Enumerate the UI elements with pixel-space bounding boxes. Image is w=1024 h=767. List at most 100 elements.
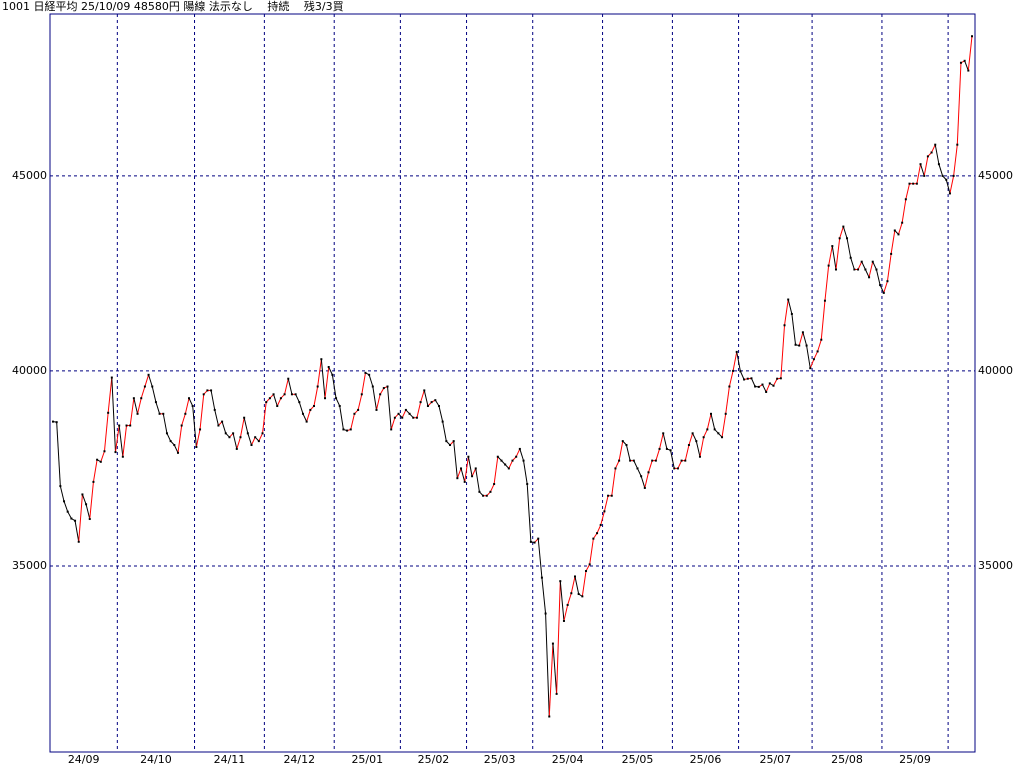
line-segment [78, 494, 83, 542]
data-point [118, 424, 121, 427]
line-segment [728, 370, 734, 387]
data-point [625, 444, 628, 447]
line-segment [864, 269, 870, 278]
line-segment [949, 175, 955, 194]
line-segment [589, 538, 594, 565]
data-point [169, 440, 172, 443]
line-segment [111, 377, 116, 453]
line-segment [692, 433, 697, 442]
data-point [294, 393, 297, 396]
data-point [99, 460, 102, 463]
line-segment [287, 378, 293, 395]
data-point [349, 428, 352, 431]
line-segment [872, 261, 877, 270]
line-segment [556, 581, 561, 694]
line-segment [361, 372, 366, 395]
data-point [614, 467, 617, 470]
data-point [735, 350, 738, 353]
data-point [357, 408, 360, 411]
data-point [52, 420, 54, 423]
line-segment [648, 460, 653, 473]
data-point [846, 237, 849, 240]
data-point [254, 436, 257, 439]
line-segment [460, 468, 466, 483]
data-point [801, 331, 804, 334]
data-point [566, 603, 569, 606]
data-point [956, 143, 959, 146]
line-segment [519, 448, 525, 461]
data-point [952, 174, 955, 177]
data-point [401, 416, 404, 419]
line-segment [614, 460, 620, 469]
data-point [188, 397, 191, 400]
data-point [250, 444, 253, 447]
line-segment [63, 501, 69, 512]
line-segment [467, 456, 473, 477]
line-segment [74, 520, 80, 542]
data-point [213, 408, 216, 411]
line-segment [144, 374, 150, 387]
data-point [371, 385, 374, 388]
data-point [937, 163, 940, 166]
data-point [217, 424, 220, 427]
data-point [202, 393, 205, 396]
data-point [232, 432, 235, 435]
line-segment [188, 397, 194, 407]
line-segment [835, 238, 841, 270]
data-point [654, 459, 657, 462]
data-point [412, 416, 415, 419]
data-point [695, 440, 698, 443]
line-segment [258, 433, 263, 442]
line-segment [295, 394, 300, 403]
data-point [301, 412, 304, 415]
data-point [805, 344, 808, 347]
data-point [926, 155, 929, 158]
data-point [772, 384, 775, 387]
line-segment [210, 390, 216, 411]
line-segment [302, 413, 308, 422]
data-point [125, 424, 128, 427]
data-point [426, 405, 429, 408]
data-point [287, 377, 290, 380]
line-segment [931, 144, 936, 153]
line-segment [107, 377, 113, 413]
data-point [743, 378, 746, 381]
line-segment [570, 576, 576, 594]
data-point [224, 432, 227, 435]
line-segment [162, 413, 168, 434]
line-segment [677, 460, 683, 469]
data-point [507, 467, 510, 470]
line-segment [251, 437, 256, 446]
data-point [390, 428, 393, 431]
line-segment [670, 450, 675, 469]
data-point [434, 399, 437, 402]
line-segment [828, 245, 833, 266]
line-segment [898, 222, 903, 235]
data-point [298, 401, 301, 404]
line-segment [890, 230, 896, 254]
data-point [331, 373, 334, 376]
line-segment [324, 366, 330, 399]
line-segment [780, 325, 786, 379]
line-segment [798, 332, 804, 346]
data-point [290, 393, 293, 396]
line-segment [114, 425, 120, 453]
data-point [596, 532, 599, 535]
data-point [485, 494, 488, 497]
data-point [437, 405, 440, 408]
line-segment [423, 390, 429, 407]
line-segment [166, 433, 172, 442]
line-segment [416, 401, 422, 418]
data-point [147, 373, 150, 376]
line-segment [339, 405, 344, 430]
data-point [195, 445, 198, 448]
data-point [816, 350, 819, 353]
line-segment [148, 374, 153, 387]
data-point [500, 459, 503, 462]
data-point [544, 612, 547, 615]
data-point [324, 397, 327, 400]
data-point [382, 387, 385, 390]
data-point [934, 143, 937, 146]
line-segment [784, 299, 789, 326]
data-point [798, 344, 801, 347]
